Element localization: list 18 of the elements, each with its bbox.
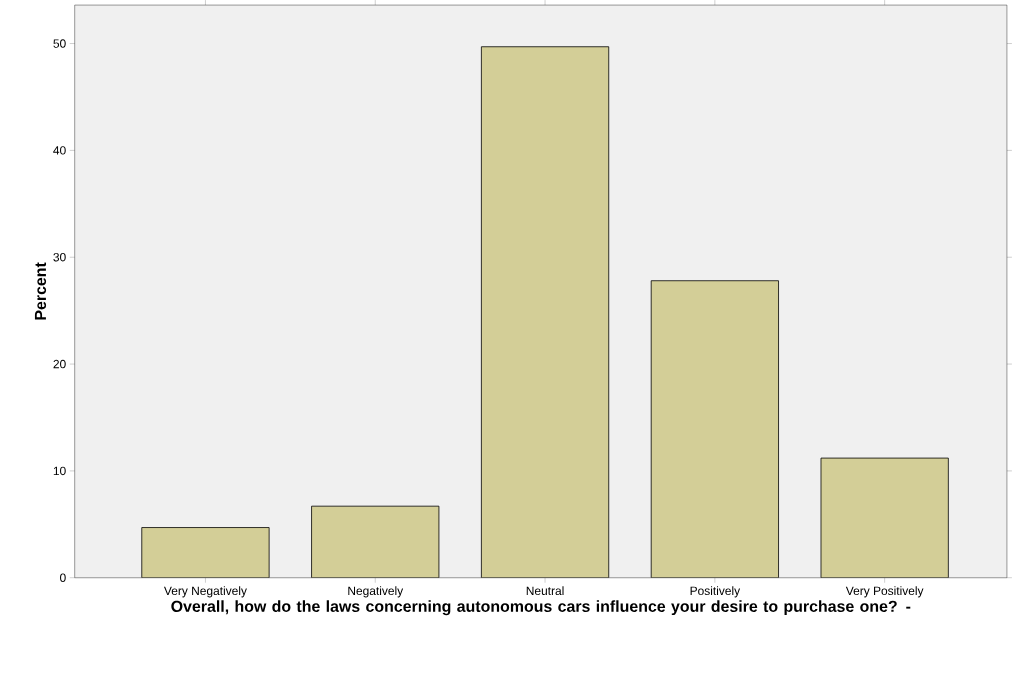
y-tick-label: 10 xyxy=(53,466,66,475)
bar xyxy=(311,505,440,578)
y-tick-label: 0 xyxy=(60,573,66,582)
x-tick-label: Very Negatively xyxy=(163,586,247,598)
bar xyxy=(650,280,779,578)
x-tick-label: Neutral xyxy=(526,586,564,595)
y-tick-label: 30 xyxy=(53,252,66,262)
y-tick-label: 50 xyxy=(53,39,66,48)
bar xyxy=(141,526,270,578)
bar xyxy=(481,46,609,578)
x-tick-label: Positively xyxy=(690,586,741,598)
x-tick-label: Negatively xyxy=(348,586,404,598)
y-tick-label: 40 xyxy=(53,145,66,155)
x-axis-title: Overall, how do the laws concerning autonomous cars influence your desire to purchase one? - xyxy=(171,600,911,615)
y-tick-label: 20 xyxy=(53,359,66,369)
x-tick-label: Very Positively xyxy=(845,586,924,598)
bar xyxy=(820,457,949,578)
y-axis-title: Percent xyxy=(34,262,47,320)
